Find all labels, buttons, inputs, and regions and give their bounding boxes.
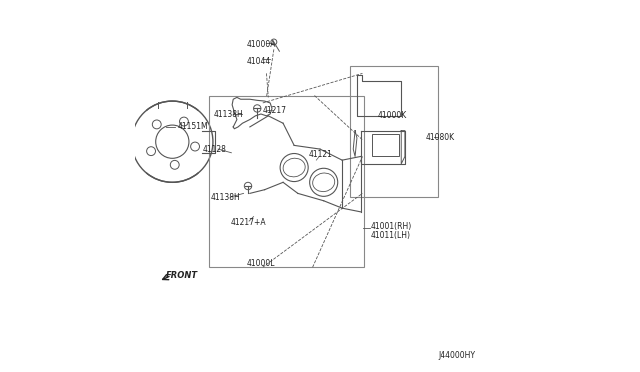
Bar <box>372 134 399 157</box>
Text: 41138H: 41138H <box>214 109 244 119</box>
Text: 41001(RH): 41001(RH) <box>371 222 412 231</box>
Text: 41080K: 41080K <box>425 133 454 142</box>
Text: 41000L: 41000L <box>246 259 275 268</box>
Text: 41151M: 41151M <box>178 122 209 131</box>
Text: J44000HY: J44000HY <box>438 351 475 360</box>
Text: 41121: 41121 <box>309 150 333 159</box>
Text: 41128: 41128 <box>203 145 227 154</box>
Bar <box>349 66 438 197</box>
Text: 41217+A: 41217+A <box>230 218 266 227</box>
Text: 41011(LH): 41011(LH) <box>371 231 411 240</box>
Text: 41000K: 41000K <box>377 111 406 121</box>
Text: 41000A: 41000A <box>246 41 276 49</box>
Text: FRONT: FRONT <box>166 271 198 280</box>
Text: 41138H: 41138H <box>211 193 241 202</box>
Text: 41217: 41217 <box>263 106 287 115</box>
Text: 41044: 41044 <box>246 57 271 66</box>
